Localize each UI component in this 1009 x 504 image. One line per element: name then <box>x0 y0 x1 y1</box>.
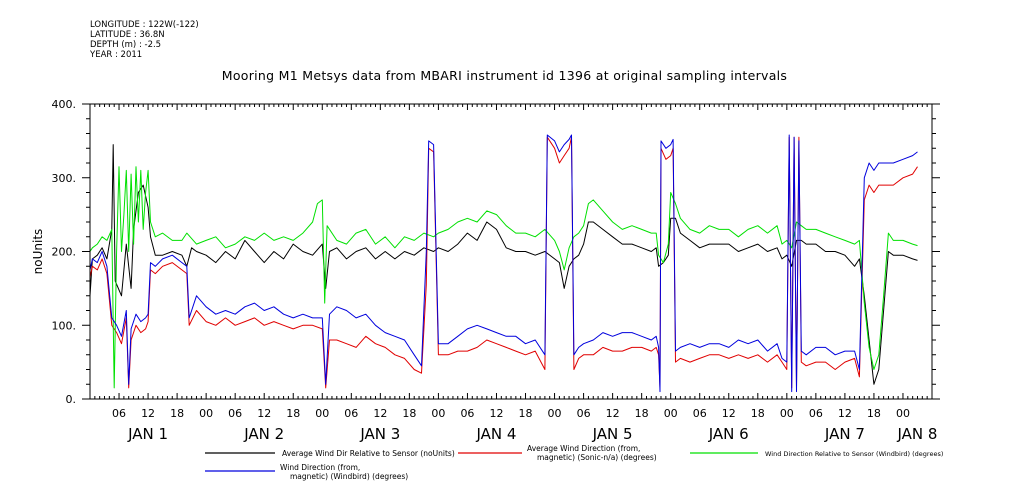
x-tick-label: 18 <box>519 407 533 420</box>
x-tick-label: 12 <box>722 407 736 420</box>
x-tick-label: 00 <box>664 407 678 420</box>
y-tick-label: 300. <box>52 172 77 185</box>
y-axis-label: noUnits <box>31 229 45 275</box>
x-day-label: JAN 1 <box>127 425 168 443</box>
x-tick-label: 00 <box>780 407 794 420</box>
year-label: YEAR : 2011 <box>90 50 143 60</box>
x-tick-label: 18 <box>286 407 300 420</box>
series-line-1 <box>89 144 918 385</box>
x-day-label: JAN 2 <box>243 425 284 443</box>
x-tick-label: 06 <box>228 407 242 420</box>
legend: Average Wind Dir Relative to Sensor (noU… <box>205 444 943 481</box>
chart-title: Mooring M1 Metsys data from MBARI instru… <box>221 68 788 83</box>
axis-ticks <box>82 103 940 400</box>
legend-label: Average Wind Direction (from, <box>527 444 640 453</box>
legend-item: Wind Direction Relative to Sensor (Windb… <box>690 450 943 458</box>
legend-label: Wind Direction Relative to Sensor (Windb… <box>765 450 943 458</box>
x-tick-label: 00 <box>315 407 329 420</box>
x-tick-label: 18 <box>170 407 184 420</box>
x-tick-label: 06 <box>577 407 591 420</box>
legend-item: Average Wind Dir Relative to Sensor (noU… <box>205 449 455 458</box>
series-layer <box>89 134 918 393</box>
x-tick-label: 12 <box>838 407 852 420</box>
x-tick-label: 12 <box>489 407 503 420</box>
legend-label: magnetic) (Windbird) (degrees) <box>290 472 408 481</box>
x-tick-label: 06 <box>809 407 823 420</box>
x-tick-label: 12 <box>257 407 271 420</box>
series-line-4 <box>89 134 918 393</box>
x-day-label: JAN 3 <box>359 425 400 443</box>
legend-item: Average Wind Direction (from,magnetic) (… <box>458 444 657 462</box>
latitude-label: LATITUDE : 36.8N <box>90 30 165 40</box>
legend-label: Wind Direction (from, <box>280 463 360 472</box>
x-day-label: JAN 6 <box>708 425 749 443</box>
plot-frame <box>89 103 933 400</box>
x-day-label: JAN 5 <box>592 425 633 443</box>
x-tick-label: 18 <box>402 407 416 420</box>
x-tick-label: 06 <box>460 407 474 420</box>
x-tick-label: 06 <box>344 407 358 420</box>
longitude-label: LONGITUDE : 122W(-122) <box>90 20 199 30</box>
x-tick-label: 00 <box>431 407 445 420</box>
x-tick-label: 12 <box>141 407 155 420</box>
y-tick-label: 0. <box>66 393 77 406</box>
x-tick-label: 18 <box>751 407 765 420</box>
x-day-label: JAN 7 <box>824 425 865 443</box>
x-tick-label: 06 <box>693 407 707 420</box>
axis-labels: 0. 100. 200. 300. 400. noUnits 06 12 18 00 06 12 18 0… <box>31 98 937 443</box>
x-day-label: JAN 4 <box>475 425 516 443</box>
x-tick-label: 12 <box>606 407 620 420</box>
x-tick-label: 00 <box>896 407 910 420</box>
metadata-block: LONGITUDE : 122W(-122) LATITUDE : 36.8N … <box>90 20 199 60</box>
x-tick-label: 18 <box>867 407 881 420</box>
x-tick-label: 00 <box>199 407 213 420</box>
x-tick-label: 00 <box>548 407 562 420</box>
legend-item: Wind Direction (from,magnetic) (Windbird… <box>205 463 408 481</box>
legend-label: magnetic) (Sonic-n/a) (degrees) <box>537 453 657 462</box>
y-tick-label: 100. <box>52 319 77 332</box>
y-tick-label: 200. <box>52 246 77 259</box>
series-line-3 <box>89 166 918 389</box>
x-tick-label: 18 <box>635 407 649 420</box>
x-tick-label: 12 <box>373 407 387 420</box>
legend-label: Average Wind Dir Relative to Sensor (noU… <box>282 449 455 458</box>
y-tick-label: 400. <box>52 98 77 111</box>
depth-label: DEPTH (m) : -2.5 <box>90 40 162 50</box>
x-day-label: JAN 8 <box>896 425 937 443</box>
x-tick-label: 06 <box>112 407 126 420</box>
